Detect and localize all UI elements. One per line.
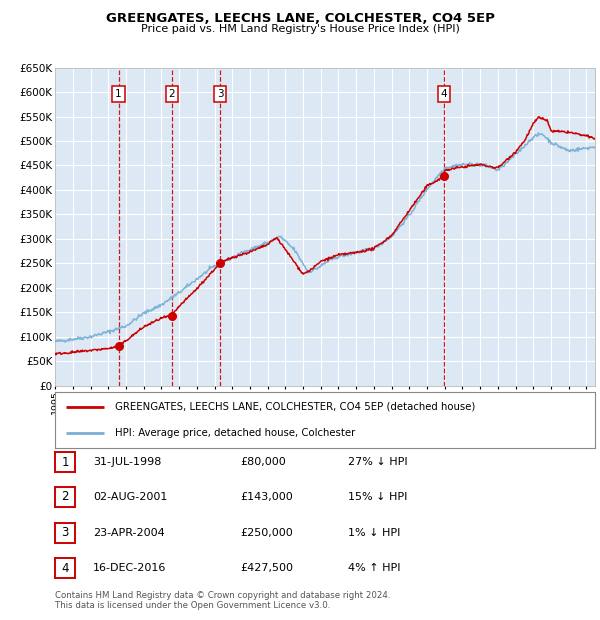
Text: 3: 3 [61, 526, 69, 539]
Text: 4: 4 [440, 89, 448, 99]
Text: 2: 2 [61, 490, 69, 503]
Text: Contains HM Land Registry data © Crown copyright and database right 2024.: Contains HM Land Registry data © Crown c… [55, 591, 391, 600]
Text: 23-APR-2004: 23-APR-2004 [93, 528, 165, 538]
Text: 31-JUL-1998: 31-JUL-1998 [93, 457, 161, 467]
Text: GREENGATES, LEECHS LANE, COLCHESTER, CO4 5EP (detached house): GREENGATES, LEECHS LANE, COLCHESTER, CO4… [115, 402, 475, 412]
Text: Price paid vs. HM Land Registry's House Price Index (HPI): Price paid vs. HM Land Registry's House … [140, 24, 460, 33]
Text: £143,000: £143,000 [240, 492, 293, 502]
Text: £250,000: £250,000 [240, 528, 293, 538]
Text: 3: 3 [217, 89, 223, 99]
Text: 15% ↓ HPI: 15% ↓ HPI [348, 492, 407, 502]
Text: HPI: Average price, detached house, Colchester: HPI: Average price, detached house, Colc… [115, 428, 355, 438]
Text: 4% ↑ HPI: 4% ↑ HPI [348, 563, 401, 573]
Text: £80,000: £80,000 [240, 457, 286, 467]
Text: 02-AUG-2001: 02-AUG-2001 [93, 492, 167, 502]
Text: 27% ↓ HPI: 27% ↓ HPI [348, 457, 407, 467]
Text: 16-DEC-2016: 16-DEC-2016 [93, 563, 166, 573]
Text: This data is licensed under the Open Government Licence v3.0.: This data is licensed under the Open Gov… [55, 601, 331, 609]
Text: £427,500: £427,500 [240, 563, 293, 573]
Text: 1: 1 [61, 456, 69, 469]
Text: 1% ↓ HPI: 1% ↓ HPI [348, 528, 400, 538]
Text: 2: 2 [169, 89, 175, 99]
Text: 1: 1 [115, 89, 122, 99]
Text: 4: 4 [61, 562, 69, 575]
Text: GREENGATES, LEECHS LANE, COLCHESTER, CO4 5EP: GREENGATES, LEECHS LANE, COLCHESTER, CO4… [106, 12, 494, 25]
